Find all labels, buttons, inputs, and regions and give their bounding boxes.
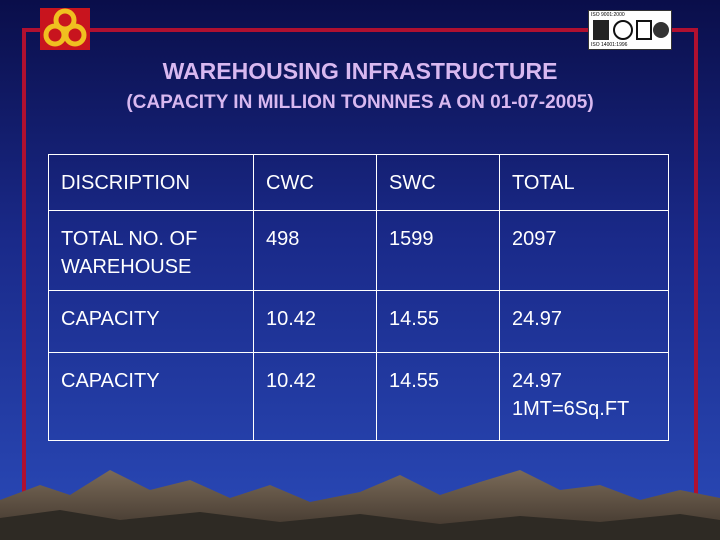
mountain-landscape bbox=[0, 470, 720, 540]
swc-value: 1599 bbox=[376, 210, 500, 291]
total-value-text: 24.97 bbox=[512, 370, 563, 392]
swc-value: 14.55 bbox=[376, 290, 500, 353]
header-cell-total: TOTAL bbox=[499, 154, 669, 211]
page-title: WAREHOUSING INFRASTRUCTURE bbox=[162, 58, 558, 84]
header-cell-description: DISCRIPTION bbox=[48, 154, 254, 211]
page-subtitle: (CAPACITY IN MILLION TONNNES A ON 01-07-… bbox=[126, 92, 594, 113]
unit-note: 1MT=6Sq.FT bbox=[512, 398, 630, 420]
total-value: 24.97 bbox=[499, 290, 669, 353]
row-label: CAPACITY bbox=[48, 290, 254, 353]
table-row: TOTAL NO. OF WAREHOUSE 498 1599 2097 bbox=[48, 210, 669, 291]
swc-value: 14.55 bbox=[376, 352, 500, 441]
cwc-value: 10.42 bbox=[253, 352, 377, 441]
header-cell-swc: SWC bbox=[376, 154, 500, 211]
certification-bottom-text: ISO 14001:1996 bbox=[591, 42, 628, 48]
cwc-value: 10.42 bbox=[253, 290, 377, 353]
row-label: CAPACITY bbox=[48, 352, 254, 441]
certification-top-text: ISO 9001:2000 bbox=[591, 12, 625, 18]
table-row: CAPACITY 10.42 14.55 24.97 bbox=[48, 290, 669, 353]
table-header-row: DISCRIPTION CWC SWC TOTAL bbox=[48, 154, 669, 211]
total-value: 2097 bbox=[499, 210, 669, 291]
iso-certification-icon: ISO 9001:2000 ISO 14001:1996 bbox=[588, 10, 672, 50]
warehousing-table: DISCRIPTION CWC SWC TOTAL TOTAL NO. OF W… bbox=[48, 154, 669, 441]
row-label: TOTAL NO. OF WAREHOUSE bbox=[48, 210, 254, 291]
organization-emblem-icon bbox=[40, 8, 90, 50]
certification-marks bbox=[593, 20, 669, 40]
table-row: CAPACITY 10.42 14.55 24.97 1MT=6Sq.FT bbox=[48, 352, 669, 441]
total-value: 24.97 1MT=6Sq.FT bbox=[499, 352, 669, 441]
header-cell-cwc: CWC bbox=[253, 154, 377, 211]
cwc-value: 498 bbox=[253, 210, 377, 291]
